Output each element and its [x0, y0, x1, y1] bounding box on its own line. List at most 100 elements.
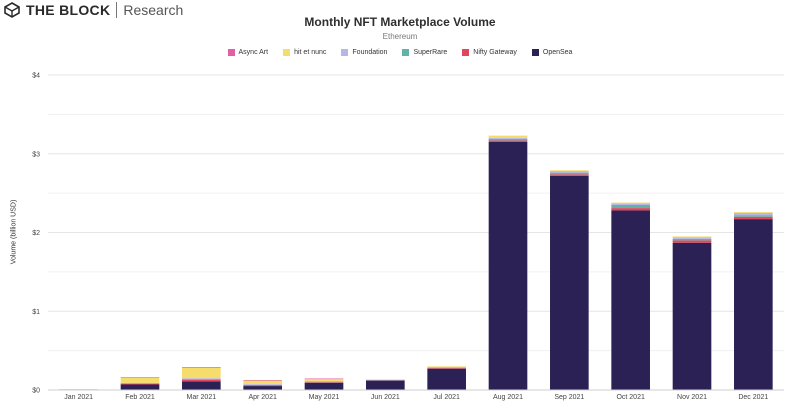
bar-hit-et-nunc-jan-2021 [59, 389, 98, 390]
bar-superrare-apr-2021 [243, 384, 282, 386]
x-tick-label: Feb 2021 [125, 394, 155, 401]
bar-foundation-dec-2021 [734, 212, 773, 216]
legend-item-opensea[interactable]: OpenSea [531, 49, 573, 56]
bar-opensea-dec-2021 [734, 219, 773, 390]
chart-legend: Async Art hit et nunc Foundation SuperRare N… [0, 49, 800, 56]
legend-item-async-art[interactable]: Async Art [227, 49, 269, 56]
bar-foundation-jun-2021 [366, 379, 405, 381]
bar-opensea-jul-2021 [427, 368, 466, 390]
brand-subtitle: Research [123, 2, 184, 18]
bar-opensea-nov-2021 [672, 242, 712, 390]
x-tick-label: May 2021 [309, 394, 340, 401]
bar-async-art-may-2021 [304, 378, 344, 380]
bar-superrare-jul-2021 [427, 367, 466, 369]
bar-foundation-apr-2021 [243, 384, 282, 385]
legend-swatch [402, 49, 410, 56]
bar-opensea-jun-2021 [366, 380, 405, 390]
bar-superrare-may-2021 [304, 381, 344, 383]
y-tick-label: $1 [32, 309, 40, 316]
x-tick-label: Apr 2021 [248, 394, 277, 401]
chart-subtitle: Ethereum [382, 32, 418, 41]
bar-opensea-apr-2021 [243, 386, 282, 390]
bar-hit-et-nunc-oct-2021 [611, 202, 650, 204]
legend-swatch [531, 49, 539, 56]
bar-hit-et-nunc-dec-2021 [734, 212, 773, 213]
y-tick-label: $0 [32, 388, 40, 395]
legend-label: SuperRare [413, 49, 448, 56]
bar-foundation-nov-2021 [672, 237, 712, 239]
legend-label: Nifty Gateway [473, 49, 517, 56]
x-tick-label: Mar 2021 [187, 394, 217, 401]
bar-async-art-apr-2021 [243, 380, 282, 381]
x-tick-label: Nov 2021 [677, 394, 707, 401]
x-tick-label: Dec 2021 [738, 394, 768, 401]
bar-superrare-mar-2021 [182, 378, 221, 380]
bar-nifty-gateway-nov-2021 [672, 240, 712, 243]
bar-foundation-aug-2021 [488, 138, 528, 139]
legend-item-foundation[interactable]: Foundation [341, 49, 387, 56]
legend-item-superrare[interactable]: SuperRare [402, 49, 447, 56]
bar-hit-et-nunc-nov-2021 [672, 236, 712, 238]
bar-hit-et-nunc-apr-2021 [243, 380, 282, 385]
legend-swatch [341, 49, 349, 56]
y-tick-label: $4 [32, 73, 40, 80]
bar-hit-et-nunc-aug-2021 [488, 135, 528, 138]
legend-item-hit-et-nunc[interactable]: hit et nunc [283, 49, 326, 56]
bar-hit-et-nunc-jul-2021 [427, 366, 466, 368]
bar-hit-et-nunc-feb-2021 [120, 377, 160, 383]
bar-foundation-jul-2021 [427, 367, 466, 368]
bar-async-art-mar-2021 [182, 367, 221, 368]
bar-foundation-may-2021 [304, 380, 344, 382]
bar-foundation-oct-2021 [611, 203, 650, 205]
x-tick-label: Sep 2021 [554, 394, 584, 401]
bar-foundation-mar-2021 [182, 378, 221, 379]
x-tick-label: Oct 2021 [616, 394, 645, 401]
bar-opensea-feb-2021 [120, 384, 160, 390]
bar-foundation-sep-2021 [550, 171, 589, 173]
y-tick-label: $2 [32, 230, 40, 237]
legend-item-nifty-gateway[interactable]: Nifty Gateway [462, 49, 517, 56]
bar-superrare-feb-2021 [120, 383, 160, 384]
legend-label: OpenSea [542, 49, 573, 56]
legend-swatch [283, 49, 291, 56]
legend-swatch [227, 49, 235, 56]
brand-divider [116, 2, 118, 18]
bar-opensea-may-2021 [304, 382, 344, 390]
cube-logo-icon [4, 2, 20, 18]
bar-nifty-gateway-dec-2021 [734, 216, 773, 220]
bar-hit-et-nunc-may-2021 [304, 378, 344, 381]
bar-superrare-oct-2021 [611, 204, 650, 209]
y-tick-label: $3 [32, 151, 40, 158]
bar-superrare-dec-2021 [734, 215, 773, 217]
bar-superrare-nov-2021 [672, 238, 712, 241]
bar-nifty-gateway-oct-2021 [611, 208, 650, 211]
chart-title: Monthly NFT Marketplace Volume [304, 15, 496, 29]
bar-nifty-gateway-apr-2021 [243, 385, 282, 387]
x-tick-label: Jun 2021 [371, 394, 400, 401]
bar-nifty-gateway-mar-2021 [182, 379, 221, 382]
bar-opensea-oct-2021 [611, 210, 650, 390]
bar-nifty-gateway-sep-2021 [550, 174, 589, 176]
legend-swatch [462, 49, 470, 56]
bar-hit-et-nunc-mar-2021 [182, 367, 221, 379]
legend-label: hit et nunc [294, 49, 327, 56]
bar-opensea-sep-2021 [550, 175, 589, 390]
bar-superrare-sep-2021 [550, 172, 589, 175]
x-tick-label: Jul 2021 [433, 394, 460, 401]
legend-label: Foundation [352, 49, 388, 56]
bar-nifty-gateway-may-2021 [304, 382, 344, 383]
x-tick-label: Aug 2021 [493, 394, 523, 401]
bar-superrare-aug-2021 [488, 138, 528, 141]
bar-opensea-mar-2021 [182, 381, 221, 390]
brand-header: THE BLOCK Research [4, 2, 183, 18]
bar-nifty-gateway-aug-2021 [488, 140, 528, 142]
bar-nifty-gateway-feb-2021 [120, 383, 160, 385]
bar-async-art-feb-2021 [120, 377, 160, 378]
legend-label: Async Art [238, 49, 269, 56]
brand-name: THE BLOCK [26, 2, 111, 18]
bar-hit-et-nunc-sep-2021 [550, 170, 589, 172]
x-tick-label: Jan 2021 [64, 394, 93, 401]
bar-foundation-feb-2021 [120, 382, 160, 384]
bar-nifty-gateway-jul-2021 [427, 367, 466, 369]
